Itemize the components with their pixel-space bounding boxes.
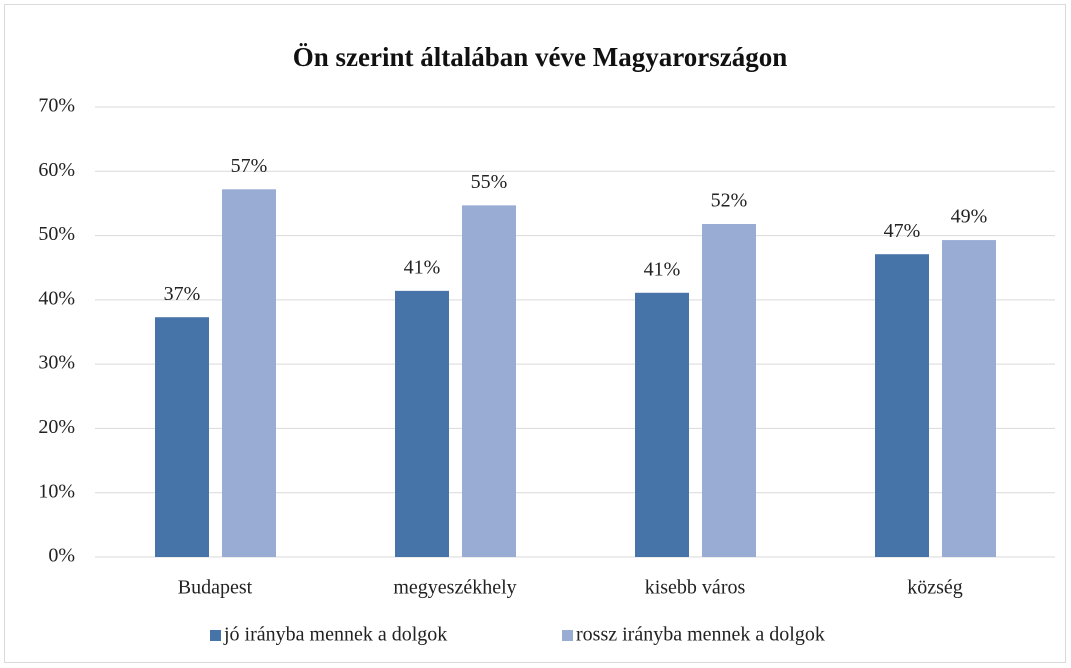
bar: [155, 317, 209, 557]
legend-swatch: [562, 630, 573, 641]
x-tick-label: megyeszékhely: [393, 577, 516, 599]
value-label: 41%: [644, 258, 681, 280]
y-tick-label: 70%: [38, 95, 75, 117]
chart-title: Ön szerint általában véve Magyarországon: [293, 42, 787, 72]
value-label: 41%: [404, 256, 441, 278]
bar: [875, 254, 929, 557]
y-tick-label: 60%: [38, 159, 75, 181]
y-tick-label: 40%: [38, 287, 75, 309]
value-label: 49%: [951, 206, 988, 228]
bar: [702, 224, 756, 557]
y-tick-label: 0%: [48, 545, 75, 567]
legend-swatch: [210, 630, 221, 641]
x-tick-label: kisebb város: [645, 577, 746, 599]
legend-label: rossz irányba mennek a dolgok: [576, 624, 825, 646]
x-tick-label: község: [907, 577, 963, 599]
value-label: 47%: [884, 220, 921, 242]
value-label: 37%: [164, 283, 201, 305]
y-tick-label: 30%: [38, 352, 75, 374]
value-label: 55%: [471, 171, 508, 193]
bar: [395, 290, 449, 557]
bar: [942, 240, 996, 558]
legend-label: jó irányba mennek a dolgok: [223, 624, 447, 646]
y-tick-label: 10%: [38, 480, 75, 502]
value-label: 52%: [711, 190, 748, 212]
x-tick-label: Budapest: [178, 577, 253, 599]
y-tick-label: 20%: [38, 416, 75, 438]
y-tick-label: 50%: [38, 223, 75, 245]
bar: [462, 205, 516, 557]
bar: [222, 189, 276, 558]
bar: [635, 292, 689, 557]
value-label: 57%: [231, 155, 268, 177]
